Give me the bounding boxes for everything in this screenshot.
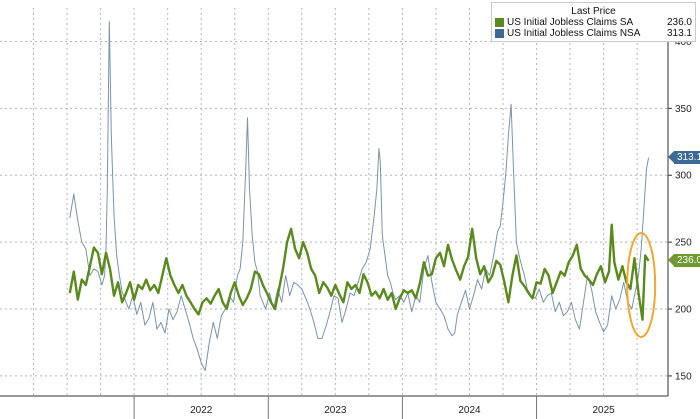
legend: Last Price US Initial Jobless Claims SA …: [491, 2, 696, 42]
x-tick-label-2022: 2022: [190, 405, 213, 416]
legend-label-sa: US Initial Jobless Claims SA: [507, 17, 634, 28]
x-tick-label-2023: 2023: [324, 405, 347, 416]
legend-title: Last Price: [571, 6, 616, 17]
series-line-nsa: [69, 20, 650, 372]
legend-swatch-nsa: [495, 29, 504, 38]
last-value-tag-nsa-arrow: [668, 151, 674, 164]
legend-label-nsa: US Initial Jobless Claims NSA: [507, 28, 641, 39]
series-line-sa: [68, 223, 650, 321]
y-tick-label-200: 200: [675, 305, 692, 316]
y-tick-label-150: 150: [675, 371, 692, 382]
legend-item-nsa: US Initial Jobless Claims NSA 313.1: [492, 28, 695, 39]
legend-value-nsa: 313.1: [666, 28, 692, 39]
x-tick-label-2024: 2024: [458, 405, 481, 416]
highlight-ellipse: [626, 231, 657, 338]
annotation-layer: [626, 231, 657, 338]
y-tick-label-250: 250: [675, 238, 692, 249]
legend-value-sa: 236.0: [666, 17, 692, 28]
grid: [0, 8, 668, 396]
legend-item-sa: US Initial Jobless Claims SA 236.0: [492, 17, 695, 28]
legend-swatch-sa: [495, 18, 504, 27]
series-layer: [68, 20, 650, 372]
y-tick-label-400: 400: [675, 37, 692, 48]
last-value-tag-sa: 236.0: [674, 254, 700, 268]
y-tick-label-300: 300: [675, 171, 692, 182]
y-tick-label-350: 350: [675, 104, 692, 115]
axis-layer: 150 200 250 300 350 400 2022 2023 2024 2025: [0, 8, 692, 419]
x-tick-label-2025: 2025: [592, 405, 615, 416]
last-value-tag-sa-arrow: [668, 254, 674, 267]
last-value-tag-nsa: 313.1: [674, 151, 700, 165]
